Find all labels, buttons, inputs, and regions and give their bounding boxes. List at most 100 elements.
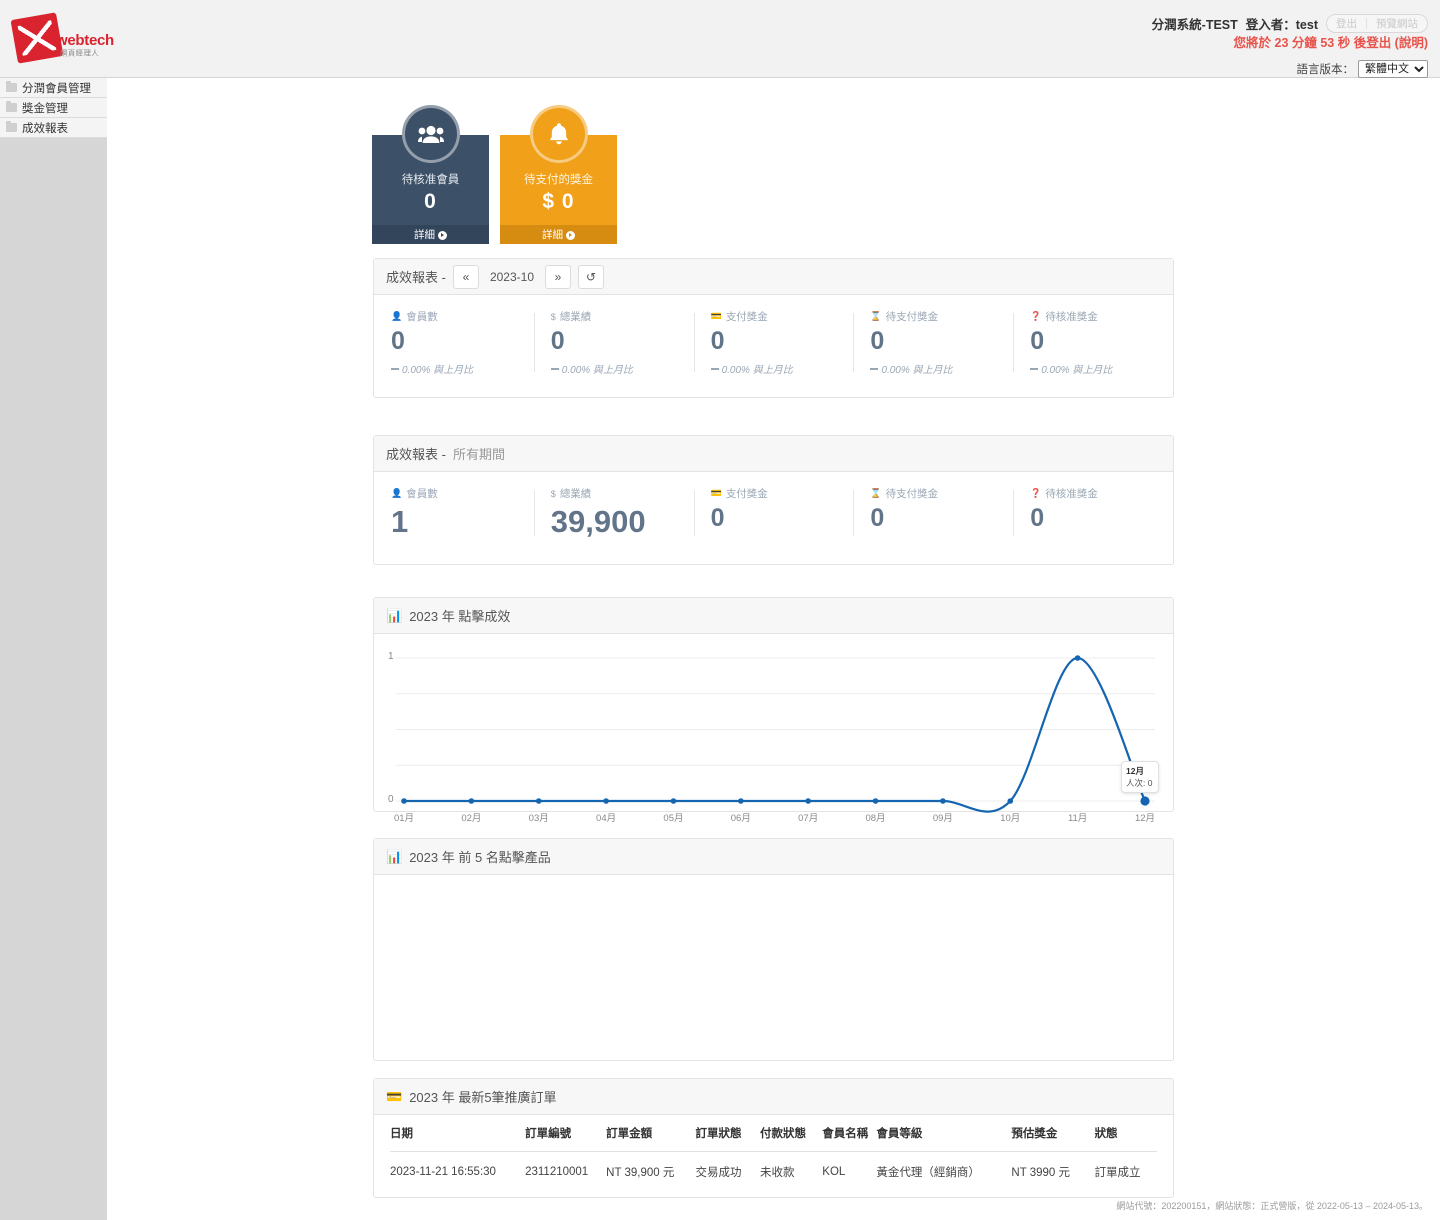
flat-icon <box>391 367 399 370</box>
stat-paid-bonus: 💳 支付獎金 0 <box>693 486 854 540</box>
table-row[interactable]: 2023-11-21 16:55:30 2311210001 NT 39,900 元… <box>390 1152 1157 1193</box>
logout-button[interactable]: 登出 <box>1327 15 1366 32</box>
stat-compare: 0.00% 與上月比 <box>870 361 1013 376</box>
dollar-icon: $ <box>550 488 556 499</box>
stat-unapproved-bonus: ❓ 待核准獎金 0 0.00% 與上月比 <box>1013 309 1173 376</box>
alltime-stat-row: 👤 會員數 1 $ 總業績 39,900 💳 支付獎金 0 <box>374 472 1173 558</box>
prev-month-button[interactable]: « <box>452 264 479 289</box>
next-month-button[interactable]: » <box>545 264 571 289</box>
card-detail-link[interactable]: 詳細 <box>372 225 489 244</box>
sidebar-item-label: 獎金管理 <box>22 102 68 115</box>
x-axis-tick-label: 08月 <box>865 813 886 824</box>
sidebar-item-performance-report[interactable]: 成效報表 <box>0 118 107 138</box>
brand-logo[interactable]: webtech 網頁經理人 <box>10 12 114 64</box>
language-select[interactable]: 繁體中文 <box>1358 60 1428 78</box>
data-point[interactable] <box>1007 798 1014 804</box>
data-point[interactable] <box>738 798 744 804</box>
stat-compare-text: 0.00% 與上月比 <box>721 365 793 376</box>
sidebar-item-bonus-management[interactable]: 獎金管理 <box>0 98 107 118</box>
stat-member-count: 👤 會員數 1 <box>374 486 534 540</box>
top-products-header: 📊 2023 年 前 5 名點擊產品 <box>374 839 1173 875</box>
stat-value: 0 <box>1030 327 1045 355</box>
monthly-report-panel: 成效報表 - « 2023-10 » ↺ 👤 會員數 0 0.00% 與上月比 <box>373 258 1174 398</box>
top-products-panel: 📊 2023 年 前 5 名點擊產品 <box>373 838 1174 1061</box>
x-axis-tick-label: 03月 <box>528 813 549 824</box>
card-detail-label: 詳細 <box>414 229 435 241</box>
data-point[interactable] <box>940 798 946 804</box>
pending-members-card[interactable]: 待核准會員 0 詳細 <box>372 105 489 244</box>
stat-label-row: ⌛ 待支付獎金 <box>870 486 1013 501</box>
person-icon: 👤 <box>391 311 403 321</box>
alltime-period: 所有期間 <box>452 447 505 462</box>
sidebar-item-label: 成效報表 <box>22 122 68 135</box>
data-point[interactable] <box>603 798 609 804</box>
stat-member-count: 👤 會員數 0 0.00% 與上月比 <box>374 309 534 376</box>
x-axis-tick-label: 04月 <box>596 813 617 824</box>
main-content: 待核准會員 0 詳細 待支付的獎金 $ 0 詳細 <box>107 78 1440 1220</box>
data-point[interactable] <box>401 798 407 804</box>
alltime-report-panel: 成效報表 - 所有期間 👤 會員數 1 $ 總業績 39,900 💳 <box>373 435 1174 565</box>
stat-label: 會員數 <box>406 488 438 500</box>
folder-icon <box>6 81 17 92</box>
stat-label: 總業績 <box>559 311 592 323</box>
logged-in-user: 登入者：test <box>1245 17 1318 32</box>
latest-orders-header: 💳 2023 年 最新5筆推廣訂單 <box>374 1079 1173 1115</box>
data-point[interactable] <box>872 798 879 804</box>
stat-label: 會員數 <box>406 311 438 323</box>
language-label: 語言版本： <box>1296 64 1355 76</box>
orders-table-body: 2023-11-21 16:55:30 2311210001 NT 39,900 元… <box>390 1152 1157 1193</box>
column-header: 日期 <box>390 1115 526 1152</box>
data-point[interactable] <box>1074 655 1081 661</box>
stat-label: 支付獎金 <box>725 311 768 323</box>
stat-total-sales: $ 總業績 0 0.00% 與上月比 <box>533 309 694 376</box>
x-axis-tick-label: 12月 <box>1134 813 1156 824</box>
stat-compare: 0.00% 與上月比 <box>550 361 694 376</box>
column-header: 訂單狀態 <box>695 1115 760 1152</box>
stat-total-sales: $ 總業績 39,900 <box>533 486 694 540</box>
logout-countdown[interactable]: 您將於 23 分鐘 53 秒 後登出 (說明) <box>1233 36 1428 50</box>
card-detail-link[interactable]: 詳細 <box>500 225 617 244</box>
stat-compare-text: 0.00% 與上月比 <box>402 365 474 376</box>
y-axis-tick-label: 0 <box>388 794 394 805</box>
dollar-icon: $ <box>550 311 556 322</box>
logo-text: webtech <box>56 32 114 49</box>
pending-bonus-card[interactable]: 待支付的獎金 $ 0 詳細 <box>500 105 617 244</box>
data-point[interactable] <box>1140 796 1150 806</box>
flat-icon <box>870 367 879 370</box>
stat-label-row: ❓ 待核准獎金 <box>1030 309 1173 324</box>
table-cell: NT 3990 元 <box>1011 1167 1071 1179</box>
data-point[interactable] <box>805 798 811 804</box>
stat-value: 0 <box>710 504 725 532</box>
card-value: $ 0 <box>542 190 575 213</box>
card-body: 待核准會員 0 <box>372 135 489 225</box>
data-point[interactable] <box>468 798 475 804</box>
card-label: 待支付的獎金 <box>524 174 593 186</box>
sidebar-item-member-management[interactable]: 分潤會員管理 <box>0 78 107 98</box>
stat-pending-bonus: ⌛ 待支付獎金 0 <box>853 486 1013 540</box>
table-cell: 訂單成立 <box>1094 1167 1141 1179</box>
x-axis-tick-label: 05月 <box>663 813 684 824</box>
x-axis-tick-label: 11月 <box>1067 813 1088 824</box>
reset-period-button[interactable]: ↺ <box>578 264 604 289</box>
table-cell: 交易成功 <box>695 1167 742 1179</box>
stat-value: 0 <box>391 327 405 355</box>
table-cell: KOL <box>822 1166 846 1178</box>
stat-label-row: ⌛ 待支付獎金 <box>870 309 1013 324</box>
column-header: 會員名稱 <box>822 1115 877 1152</box>
card-label: 待核准會員 <box>401 174 460 186</box>
card-detail-label: 詳細 <box>542 229 563 241</box>
stat-label-row: 👤 會員數 <box>391 486 534 501</box>
data-point[interactable] <box>670 798 677 804</box>
stat-label: 待支付獎金 <box>885 488 939 500</box>
chart-icon: 📊 <box>386 848 403 864</box>
panel-title: 2023 年 點擊成效 <box>409 609 511 624</box>
data-point[interactable] <box>535 798 542 804</box>
summary-cards: 待核准會員 0 詳細 待支付的獎金 $ 0 詳細 <box>372 105 617 244</box>
panel-title: 2023 年 前 5 名點擊產品 <box>409 850 551 865</box>
stat-compare-text: 0.00% 與上月比 <box>1041 365 1113 376</box>
preview-site-button[interactable]: 預覽網站 <box>1367 15 1427 32</box>
stat-label-row: 💳 支付獎金 <box>711 309 854 324</box>
arrow-right-icon <box>438 231 447 240</box>
click-performance-chart[interactable]: 1 0 01月 02月 03月 04月 05月 06月 07月 08月 09月 10月 11月 12月 12… <box>374 644 1173 829</box>
panel-title: 2023 年 最新5筆推廣訂單 <box>409 1090 557 1105</box>
